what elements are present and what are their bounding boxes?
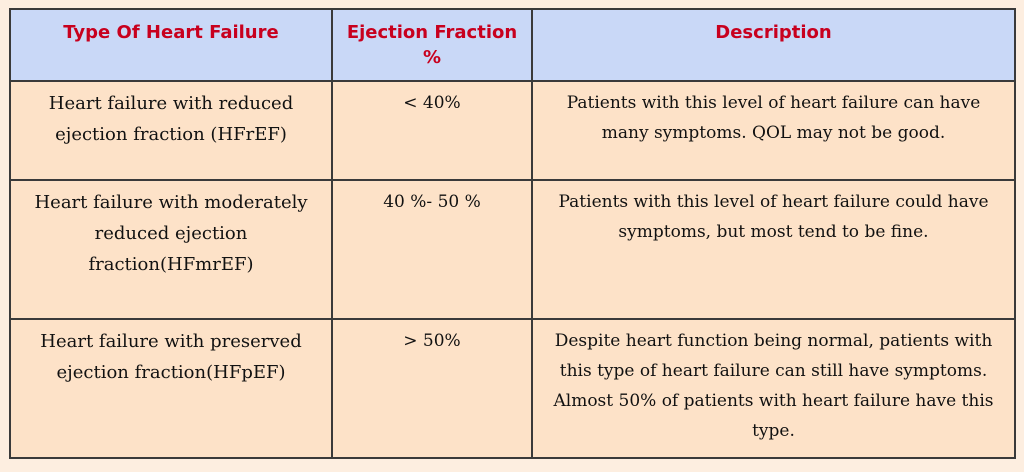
- header-ejection-fraction: Ejection Fraction %: [331, 8, 533, 82]
- description-cell: Despite heart function being normal, pat…: [531, 318, 1016, 459]
- table-row: Heart failure with reduced ejection frac…: [9, 80, 1016, 181]
- table-row: Heart failure with moderately reduced ej…: [9, 179, 1016, 320]
- type-cell: Heart failure with preserved ejection fr…: [9, 318, 333, 459]
- header-description: Description: [531, 8, 1016, 82]
- ef-cell: > 50%: [331, 318, 533, 459]
- description-cell: Patients with this level of heart failur…: [531, 80, 1016, 181]
- heart-failure-table-container: Type Of Heart Failure Ejection Fraction …: [9, 8, 1016, 459]
- heart-failure-table: Type Of Heart Failure Ejection Fraction …: [9, 8, 1016, 459]
- table-row: Heart failure with preserved ejection fr…: [9, 318, 1016, 459]
- ef-cell: 40 %- 50 %: [331, 179, 533, 320]
- type-cell: Heart failure with reduced ejection frac…: [9, 80, 333, 181]
- description-cell: Patients with this level of heart failur…: [531, 179, 1016, 320]
- header-row: Type Of Heart Failure Ejection Fraction …: [9, 8, 1016, 82]
- ef-cell: < 40%: [331, 80, 533, 181]
- type-cell: Heart failure with moderately reduced ej…: [9, 179, 333, 320]
- header-type: Type Of Heart Failure: [9, 8, 333, 82]
